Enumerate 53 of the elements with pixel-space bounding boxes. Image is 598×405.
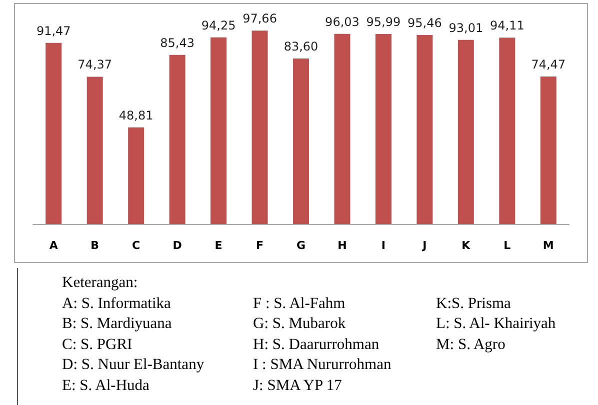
text: E: S. Al-Huda [62, 376, 150, 394]
text: H: S. Daarurrohman [253, 336, 380, 354]
data-label: 95,46 [408, 16, 442, 30]
x-tick-label: A [49, 239, 58, 252]
data-label: 91,47 [36, 24, 71, 38]
bar [293, 58, 309, 224]
data-label: 74,47 [531, 58, 566, 72]
bar [46, 42, 62, 224]
data-label: 95,99 [366, 14, 401, 29]
data-label: 93,01 [448, 20, 484, 35]
text: B: S. Mardiyuana [62, 315, 172, 333]
data-label: 85,43 [160, 36, 194, 50]
x-tick-label: C [132, 239, 140, 252]
x-tick-label: D [172, 239, 182, 252]
bar [252, 30, 268, 224]
bar [458, 40, 474, 224]
text: A: S. Informatika [62, 294, 171, 312]
x-tick-label: I [381, 239, 386, 252]
text: L: S. Al- Khairiyah [436, 315, 556, 333]
text: K:S. Prisma [436, 294, 511, 312]
text: J: SMA YP 17 [253, 376, 342, 394]
x-tick-label: K [462, 239, 471, 252]
x-tick-label: G [296, 239, 306, 252]
text: I : SMA Nururrohman [253, 356, 392, 374]
x-tick-label: B [90, 239, 100, 252]
data-label: 94,11 [490, 18, 524, 33]
x-tick-label: H [338, 239, 347, 252]
bar [540, 76, 556, 224]
bar [128, 127, 144, 224]
bar [210, 37, 227, 224]
bar [416, 34, 433, 224]
text: M: S. Agro [436, 336, 506, 354]
bar [499, 38, 516, 224]
x-tick-label: J [422, 239, 427, 252]
data-label: 83,60 [284, 39, 318, 54]
text: F : S. Al-Fahm [253, 294, 346, 312]
text: G: S. Mubarok [253, 315, 346, 333]
text: D: S. Nuur El-Bantany [62, 356, 204, 374]
bar [86, 76, 103, 224]
data-label: 97,66 [242, 12, 277, 26]
bar [334, 34, 350, 224]
bar [375, 34, 392, 224]
x-tick-label: M [542, 239, 554, 252]
x-tick-label: L [504, 239, 511, 252]
data-label: 74,37 [78, 58, 112, 72]
data-label: 96,03 [325, 14, 360, 29]
data-label: 94,25 [201, 18, 236, 32]
bar [169, 54, 186, 224]
x-tick-label: E [214, 239, 222, 252]
data-label: 48,81 [118, 108, 154, 122]
text: Keterangan: [62, 274, 138, 292]
text: C: S. PGRI [62, 336, 132, 354]
x-tick-label: F [256, 239, 264, 252]
